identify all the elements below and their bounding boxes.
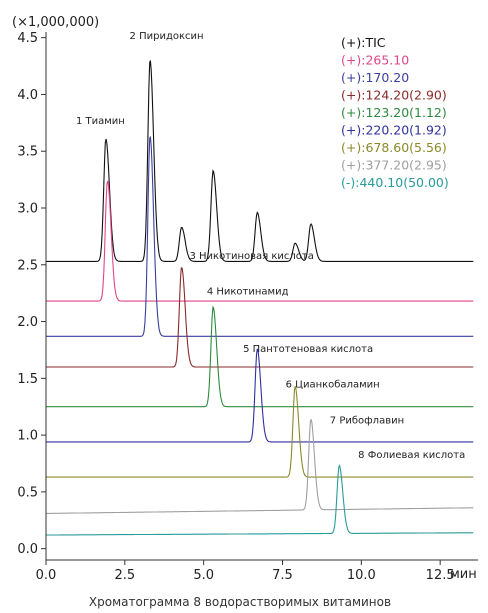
peak-annotation: 1 Тиамин [76,116,125,127]
y-tick-label: 4.5 [17,31,38,46]
legend-entry: (-):440.10(50.00) [341,175,449,190]
y-tick-label: 2.0 [17,315,38,330]
y-tick-label: 4.0 [17,88,38,103]
x-tick-label: 12.5 [426,568,455,583]
ticks-layer: 0.0 0.5 1.0 1.5 2.0 2.5 3.0 3.5 4.0 4.5 0.0 2.5 5.0 7… [17,31,454,583]
peak-annotation: 7 Рибофлавин [330,416,404,427]
peak-annotation: 3 Никотиновая кислота [189,251,313,262]
series-trace-8 [46,464,474,536]
series-trace-5 [46,348,474,443]
peak-annotation: 8 Фолиевая кислота [358,450,465,461]
x-tick-label: 10.0 [347,568,376,583]
series-trace-1 [46,180,474,302]
peak-annotation: 6 Цианкобаламин [286,379,380,390]
series-trace-4 [46,305,474,408]
x-tick-label: 2.5 [114,568,135,583]
y-tick-label: 3.5 [17,145,38,160]
y-tick-label: 1.5 [17,372,38,387]
peak-annotation: 2 Пиридоксин [130,31,204,42]
legend-entry: (+):678.60(5.56) [341,140,447,155]
series-layer [46,60,474,536]
y-tick-label: 1.0 [17,429,38,444]
x-tick-label: 5.0 [193,568,214,583]
series-trace-7 [46,419,474,514]
x-tick-label: 0.0 [36,568,57,583]
legend-entry: (+):123.20(1.12) [341,105,447,120]
legend-entry: (+):170.20 [341,70,409,85]
y-tick-label: 2.5 [17,258,38,273]
series-trace-6 [46,386,474,478]
series-trace-0 [46,60,474,262]
x-tick-label: 7.5 [272,568,293,583]
x-axis-unit: мин [450,567,477,582]
peak-annotation: 4 Никотинамид [207,286,289,297]
y-multiplier-label: (×1,000,000) [12,15,99,30]
annotation-layer: 1 Тиамин 2 Пиридоксин 3 Никотиновая кислот… [76,31,465,461]
y-tick-label: 0.0 [17,542,38,557]
series-trace-2 [46,136,474,337]
legend-entry: (+):377.20(2.95) [341,158,447,173]
legend-entry: (+):220.20(1.92) [341,123,447,138]
peak-annotation: 5 Пантотеновая кислота [243,344,373,355]
legend-entry: (+):124.20(2.90) [341,88,447,103]
legend-entry: (+):265.10 [341,53,409,68]
chart-caption: Хроматограмма 8 водорастворимых витамино… [89,595,391,609]
axes-layer [45,32,478,561]
y-tick-label: 3.0 [17,202,38,217]
legend: (+):TIC (+):265.10 (+):170.20 (+):124.20(2.… [341,35,449,190]
legend-entry: (+):TIC [341,35,386,50]
y-tick-label: 0.5 [17,485,38,500]
